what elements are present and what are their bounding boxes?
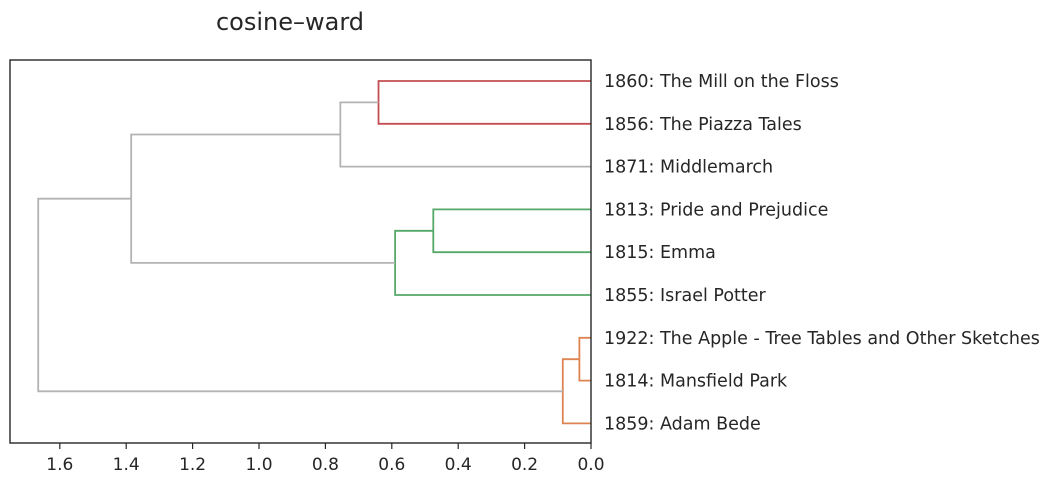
leaf-label: 1813: Pride and Prejudice xyxy=(604,200,828,220)
x-tick-label: 1.6 xyxy=(46,455,73,475)
chart-title: cosine–ward xyxy=(216,8,364,36)
x-tick-label: 0.4 xyxy=(445,455,472,475)
leaf-labels: 1860: The Mill on the Floss 1856: The Pia… xyxy=(604,72,1040,434)
dendrogram-link-g xyxy=(561,358,591,425)
leaf-label: 1860: The Mill on the Floss xyxy=(604,72,839,92)
plot-frame xyxy=(9,59,592,444)
leaf-label: 1814: Mansfield Park xyxy=(604,372,788,392)
x-tick-label: 0.2 xyxy=(511,455,538,475)
x-tick-label: 0.6 xyxy=(378,455,405,475)
dendrogram-link-f xyxy=(578,336,591,382)
x-tick-label: 1.0 xyxy=(245,455,272,475)
dendrogram-link-h xyxy=(37,197,563,393)
dendrogram-link-a xyxy=(377,80,591,125)
leaf-label: 1871: Middlemarch xyxy=(604,158,773,178)
x-tick-label: 0.0 xyxy=(577,455,604,475)
leaf-label: 1856: The Piazza Tales xyxy=(604,115,802,135)
x-tick-label: 0.8 xyxy=(312,455,339,475)
dendrogram-links xyxy=(37,80,591,425)
leaf-label: 1815: Emma xyxy=(604,243,716,263)
dendrogram-link-d xyxy=(394,229,591,296)
dendrogram-link-e xyxy=(130,133,396,264)
x-tick-label: 1.4 xyxy=(113,455,140,475)
dendrogram-link-c xyxy=(432,208,591,254)
leaf-label: 1855: Israel Potter xyxy=(604,286,767,306)
leaf-label: 1922: The Apple - Tree Tables and Other … xyxy=(604,329,1040,349)
x-axis: 1.6 1.4 1.2 1.0 0.8 0.6 0.4 0.2 0.0 xyxy=(46,443,605,475)
leaf-label: 1859: Adam Bede xyxy=(604,414,761,434)
x-tick-label: 1.2 xyxy=(179,455,206,475)
